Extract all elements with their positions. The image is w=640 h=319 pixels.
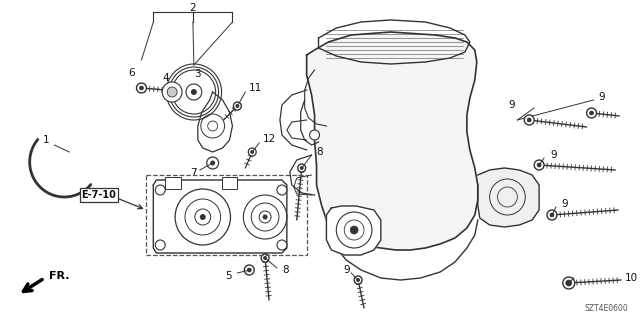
Text: 9: 9 (598, 92, 605, 102)
Circle shape (162, 82, 182, 102)
Circle shape (527, 118, 531, 122)
Text: 1: 1 (43, 135, 50, 145)
Polygon shape (280, 90, 307, 150)
Polygon shape (319, 20, 470, 64)
Circle shape (550, 213, 554, 217)
Circle shape (195, 209, 211, 225)
Circle shape (356, 278, 360, 282)
Circle shape (563, 277, 575, 289)
Text: 8: 8 (317, 147, 323, 157)
Circle shape (547, 210, 557, 220)
Text: 2: 2 (189, 3, 196, 13)
Circle shape (140, 86, 143, 90)
Circle shape (234, 102, 241, 110)
Polygon shape (326, 206, 381, 255)
Circle shape (210, 160, 215, 166)
Circle shape (277, 185, 287, 195)
Circle shape (524, 115, 534, 125)
Circle shape (298, 164, 306, 172)
Circle shape (247, 268, 252, 272)
Polygon shape (307, 32, 478, 250)
Circle shape (566, 280, 572, 286)
Polygon shape (287, 120, 307, 140)
Circle shape (354, 276, 362, 284)
Circle shape (261, 254, 269, 262)
Circle shape (136, 83, 147, 93)
Circle shape (236, 104, 239, 108)
Circle shape (300, 167, 303, 170)
Circle shape (200, 214, 205, 220)
Circle shape (207, 157, 219, 169)
Circle shape (208, 121, 218, 131)
Text: 4: 4 (163, 73, 170, 83)
Circle shape (248, 148, 256, 156)
Text: 9: 9 (508, 100, 515, 110)
Bar (221, 177, 237, 189)
Text: 7: 7 (191, 168, 197, 178)
Text: 5: 5 (225, 271, 232, 281)
Text: 6: 6 (128, 68, 135, 78)
Circle shape (537, 163, 541, 167)
Circle shape (564, 278, 573, 288)
Circle shape (191, 89, 197, 95)
Circle shape (567, 281, 571, 285)
Circle shape (262, 214, 268, 219)
Circle shape (587, 108, 596, 118)
Bar (165, 177, 181, 189)
Circle shape (167, 87, 177, 97)
Circle shape (244, 265, 254, 275)
Text: 11: 11 (249, 83, 262, 93)
Bar (147, 175, 307, 255)
Circle shape (156, 185, 165, 195)
Circle shape (186, 84, 202, 100)
Text: 9: 9 (562, 199, 568, 209)
Circle shape (277, 240, 287, 250)
Polygon shape (478, 168, 539, 227)
Text: FR.: FR. (49, 271, 70, 281)
Polygon shape (198, 92, 232, 152)
Circle shape (534, 160, 544, 170)
Text: 9: 9 (550, 150, 557, 160)
Text: 8: 8 (282, 265, 289, 275)
Text: 10: 10 (625, 273, 638, 283)
Circle shape (310, 130, 319, 140)
Circle shape (350, 226, 358, 234)
Circle shape (251, 150, 254, 154)
Circle shape (156, 240, 165, 250)
Circle shape (259, 211, 271, 223)
Circle shape (264, 256, 267, 260)
Text: 12: 12 (263, 134, 276, 144)
Circle shape (589, 111, 593, 115)
Text: SZT4E0600: SZT4E0600 (584, 304, 628, 313)
Polygon shape (154, 180, 287, 253)
Text: 3: 3 (195, 69, 201, 79)
Text: E-7-10: E-7-10 (81, 190, 116, 200)
Text: 9: 9 (343, 265, 349, 275)
